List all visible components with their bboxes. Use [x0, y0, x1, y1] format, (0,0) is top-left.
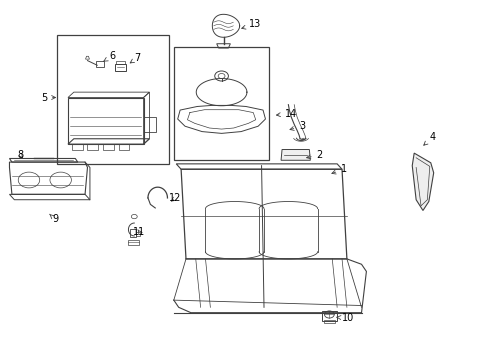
Bar — [324, 320, 334, 323]
Bar — [96, 60, 104, 67]
Text: 5: 5 — [41, 93, 55, 103]
Bar — [115, 64, 126, 71]
Text: 11: 11 — [133, 227, 145, 237]
Bar — [136, 232, 140, 235]
Text: 4: 4 — [423, 132, 435, 145]
Bar — [87, 144, 98, 149]
Text: 8: 8 — [17, 150, 23, 160]
Bar — [143, 117, 156, 132]
Text: 2: 2 — [306, 150, 322, 160]
Text: 14: 14 — [276, 109, 296, 119]
Text: 3: 3 — [289, 121, 305, 131]
Bar — [57, 35, 168, 164]
Bar — [119, 144, 129, 149]
Text: 9: 9 — [49, 214, 59, 224]
Bar — [116, 61, 125, 64]
Text: 7: 7 — [130, 53, 140, 63]
Bar — [130, 229, 136, 237]
Text: 10: 10 — [336, 313, 353, 323]
Text: 1: 1 — [331, 164, 346, 174]
Polygon shape — [281, 149, 310, 160]
Bar — [128, 239, 139, 245]
Bar — [103, 144, 114, 149]
Text: 6: 6 — [103, 51, 115, 61]
Bar — [72, 144, 82, 149]
Text: 13: 13 — [241, 19, 261, 30]
Bar — [321, 311, 336, 320]
Bar — [173, 47, 268, 160]
Polygon shape — [411, 153, 433, 211]
Text: 12: 12 — [169, 193, 182, 203]
